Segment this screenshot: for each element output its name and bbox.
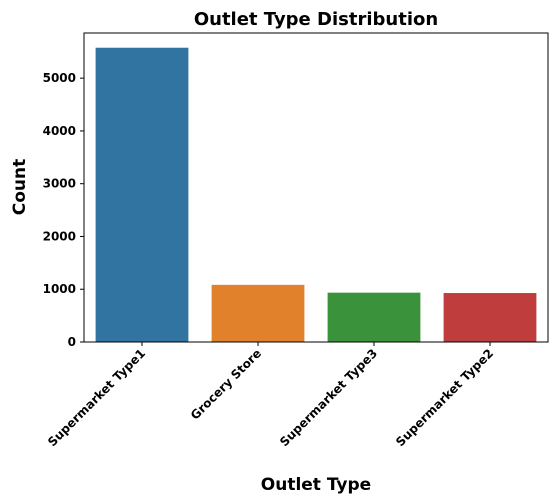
bar-0 [95,47,189,342]
y-tick-label-3: 3000 [43,177,76,191]
y-tick-label-4: 4000 [43,124,76,138]
x-axis-label: Outlet Type [261,475,371,495]
y-tick-label-5: 5000 [43,71,76,85]
axes-frame [83,32,549,343]
x-tick-label-0: Supermarket Type1 [45,346,148,449]
plot-area: 0 1000 2000 3000 4000 5000 Supermarket Type1 Gr… [43,32,549,449]
y-tick-label-0: 0 [68,335,76,349]
x-tick-label-2: Supermarket Type3 [277,346,380,449]
y-tick-label-1: 1000 [43,282,76,296]
x-tick-label-1: Grocery Store [188,346,264,422]
bar-2 [327,292,421,342]
x-tick-label-3: Supermarket Type2 [393,346,496,449]
bar-3 [443,293,537,342]
y-axis-label: Count [10,159,30,216]
chart-title: Outlet Type Distribution [194,9,438,30]
bar-1 [211,284,305,342]
y-tick-label-2: 2000 [43,229,76,243]
